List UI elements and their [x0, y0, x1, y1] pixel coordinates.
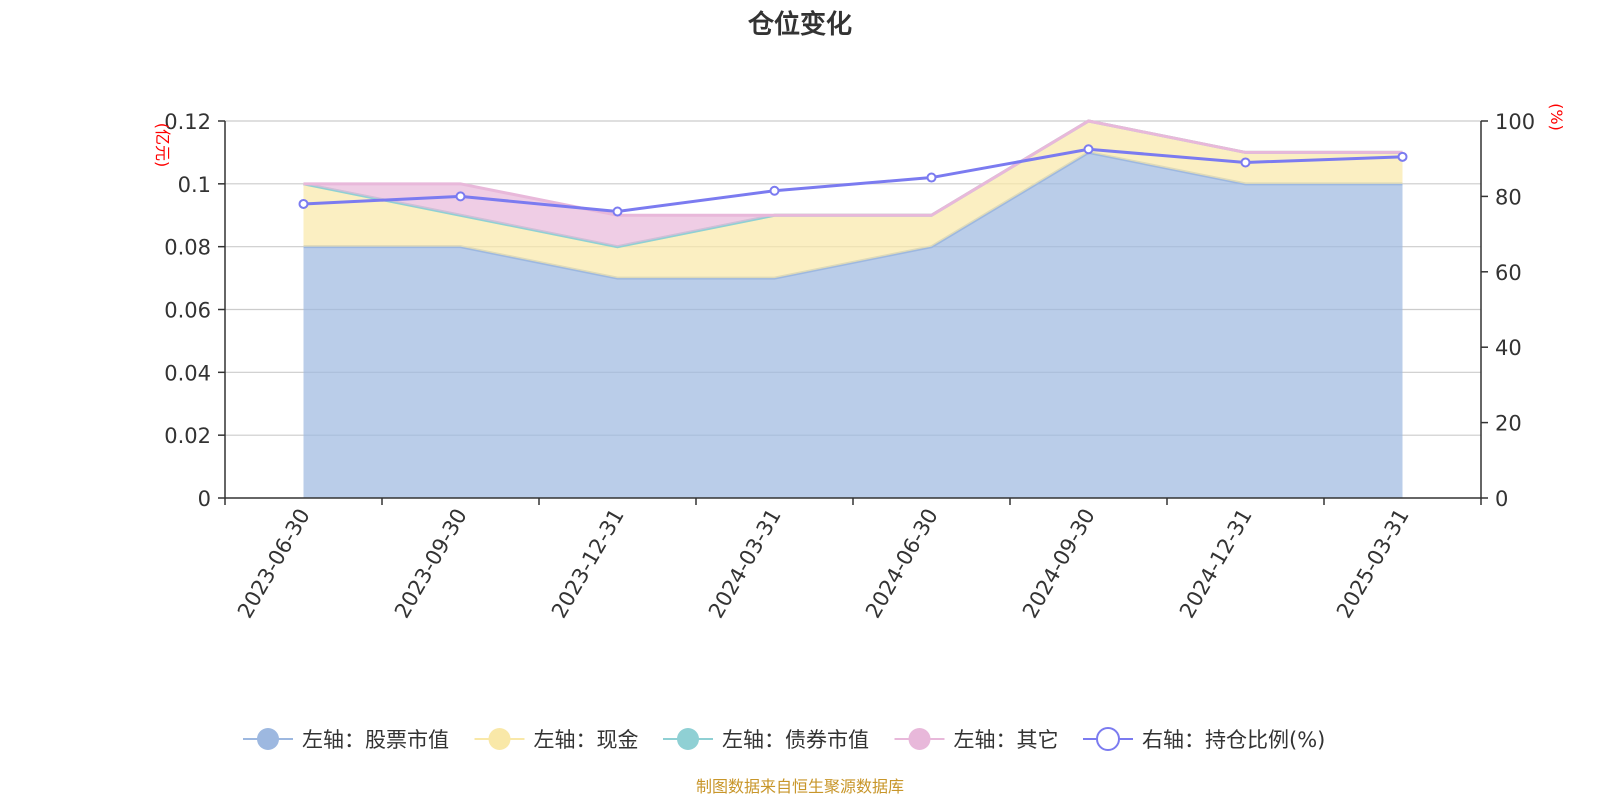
right-axis-tick-label: 40 — [1495, 336, 1522, 360]
legend-label: 左轴：现金 — [534, 728, 639, 752]
legend-circle-icon — [257, 728, 279, 750]
ratio-point — [769, 185, 780, 196]
x-axis-label: 2023-06-30 — [233, 505, 315, 623]
ratio-point — [1240, 157, 1251, 168]
x-axis-label: 2023-12-31 — [547, 505, 629, 623]
ratio-line-path — [303, 147, 1403, 213]
x-axis-label: 2024-09-30 — [1018, 505, 1100, 623]
legend-label: 左轴：股票市值 — [302, 728, 449, 752]
right-axis-tick-label: 80 — [1495, 185, 1522, 209]
ratio-point — [298, 198, 309, 209]
x-axis-label: 2025-03-31 — [1332, 505, 1414, 623]
right-axis-tick-label: 60 — [1495, 261, 1522, 285]
x-axis-label: 2024-03-31 — [704, 505, 786, 623]
right-axis-tick-label: 20 — [1495, 412, 1522, 436]
right-axis-unit: (%) — [1547, 103, 1566, 131]
right-axis-tick-label: 100 — [1495, 110, 1535, 134]
legend-item[interactable]: 左轴：现金 — [474, 728, 639, 752]
left-axis-tick-label: 0.04 — [164, 361, 211, 385]
legend-item[interactable]: 右轴：持仓比例(%) — [1083, 727, 1325, 752]
left-axis-tick-label: 0 — [198, 487, 211, 511]
right-axis-tick-label: 0 — [1495, 487, 1508, 511]
ratio-point — [1083, 144, 1094, 155]
stacked-areas — [303, 119, 1403, 498]
ratio-point — [455, 191, 466, 202]
left-axis-tick-label: 0.02 — [164, 424, 211, 448]
legend-item[interactable]: 左轴：股票市值 — [243, 728, 449, 752]
holding-ratio-line — [298, 144, 1408, 217]
legend-circle-icon — [908, 728, 931, 750]
legend-circle-icon — [488, 728, 511, 750]
legend-hollow-circle-icon — [1096, 727, 1120, 751]
ratio-point — [926, 172, 937, 183]
left-axis-tick-label: 0.06 — [164, 299, 211, 323]
x-axis-label: 2023-09-30 — [390, 505, 472, 623]
left-axis-tick-label: 0.1 — [178, 173, 211, 197]
left-axis-tick-label: 0.08 — [164, 236, 211, 260]
chart-title: 仓位变化 — [747, 9, 852, 40]
area-左轴：现金 — [303, 121, 1403, 279]
x-axis-label: 2024-12-31 — [1175, 505, 1257, 623]
data-source-note: 制图数据来自恒生聚源数据库 — [696, 777, 904, 796]
area-左轴：股票市值 — [303, 152, 1403, 498]
legend[interactable]: 左轴：股票市值 左轴：现金 左轴：债券市值 左轴：其它 右轴：持仓比例(%) — [243, 727, 1325, 752]
legend-label: 左轴：债券市值 — [722, 728, 869, 752]
legend-item[interactable]: 左轴：其它 — [894, 728, 1059, 752]
legend-item[interactable]: 左轴：债券市值 — [663, 728, 869, 752]
legend-label: 左轴：其它 — [954, 728, 1059, 752]
left-axis-unit: (亿元) — [153, 123, 172, 168]
area-edge-左轴：其它 — [303, 119, 1403, 217]
x-axis-label: 2024-06-30 — [861, 505, 943, 623]
legend-circle-icon — [677, 728, 699, 750]
ratio-point — [612, 206, 623, 217]
legend-label: 右轴：持仓比例(%) — [1142, 728, 1325, 752]
area-左轴：其它 — [303, 121, 1403, 247]
ratio-point — [1397, 151, 1408, 162]
left-axis-tick-label: 0.12 — [164, 110, 211, 134]
